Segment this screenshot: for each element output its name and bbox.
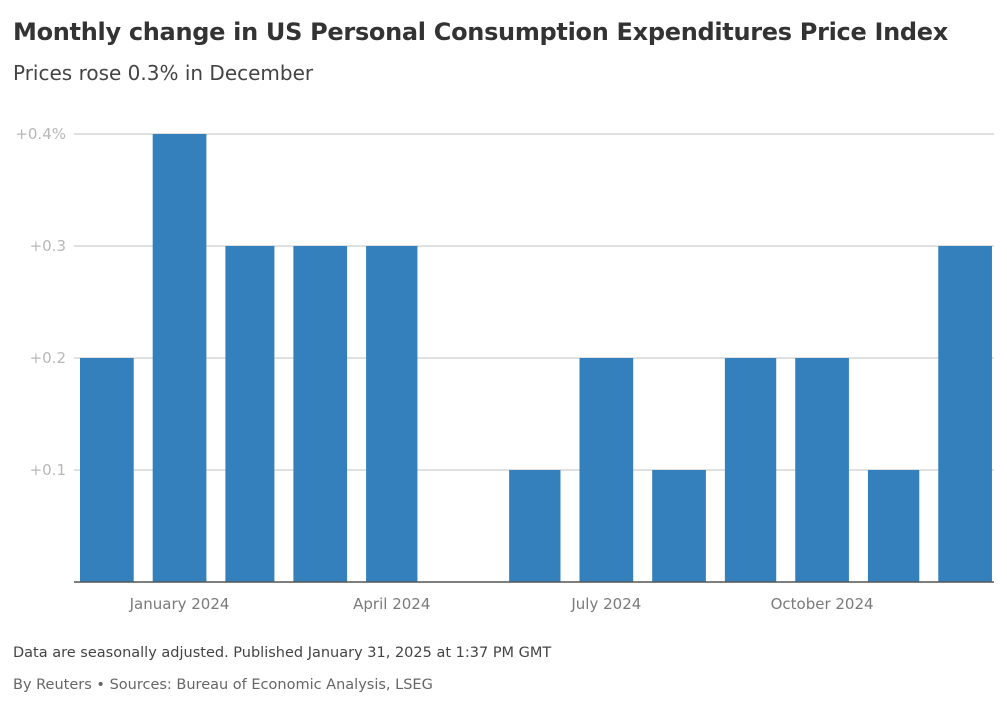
bar-2024-11 xyxy=(867,470,920,582)
chart-title: Monthly change in US Personal Consumptio… xyxy=(13,18,948,46)
x-tick-label: January 2024 xyxy=(129,595,230,613)
bar-2024-06 xyxy=(509,470,561,582)
bar-2024-08 xyxy=(652,470,706,582)
x-tick-label: October 2024 xyxy=(771,595,874,613)
y-tick-label: +0.4% xyxy=(15,125,66,143)
x-axis-ticks: January 2024 April 2024 July 2024 October 2… xyxy=(129,595,874,613)
bar-2024-01 xyxy=(152,134,207,582)
bar-2023-12 xyxy=(80,358,134,582)
bar-2024-03 xyxy=(293,246,348,582)
chart-subtitle: Prices rose 0.3% in December xyxy=(13,61,314,85)
bar-2024-04 xyxy=(366,246,418,582)
source-credit: By Reuters • Sources: Bureau of Economic… xyxy=(13,677,433,693)
x-tick-label: July 2024 xyxy=(570,595,641,613)
bar-2024-02 xyxy=(225,246,275,582)
x-tick-label: April 2024 xyxy=(353,595,430,613)
bar-2024-12 xyxy=(938,246,992,582)
bars xyxy=(80,134,992,582)
gridlines xyxy=(74,133,994,471)
y-tick-label: +0.3 xyxy=(30,237,66,255)
bar-2024-10 xyxy=(795,358,849,582)
bar-2024-07 xyxy=(579,358,634,582)
bar-2024-09 xyxy=(724,358,777,582)
y-tick-label: +0.2 xyxy=(30,349,66,367)
y-axis-ticks: +0.4% +0.3 +0.2 +0.1 xyxy=(15,125,66,479)
footnote: Data are seasonally adjusted. Published … xyxy=(13,645,552,661)
y-tick-label: +0.1 xyxy=(30,461,66,479)
